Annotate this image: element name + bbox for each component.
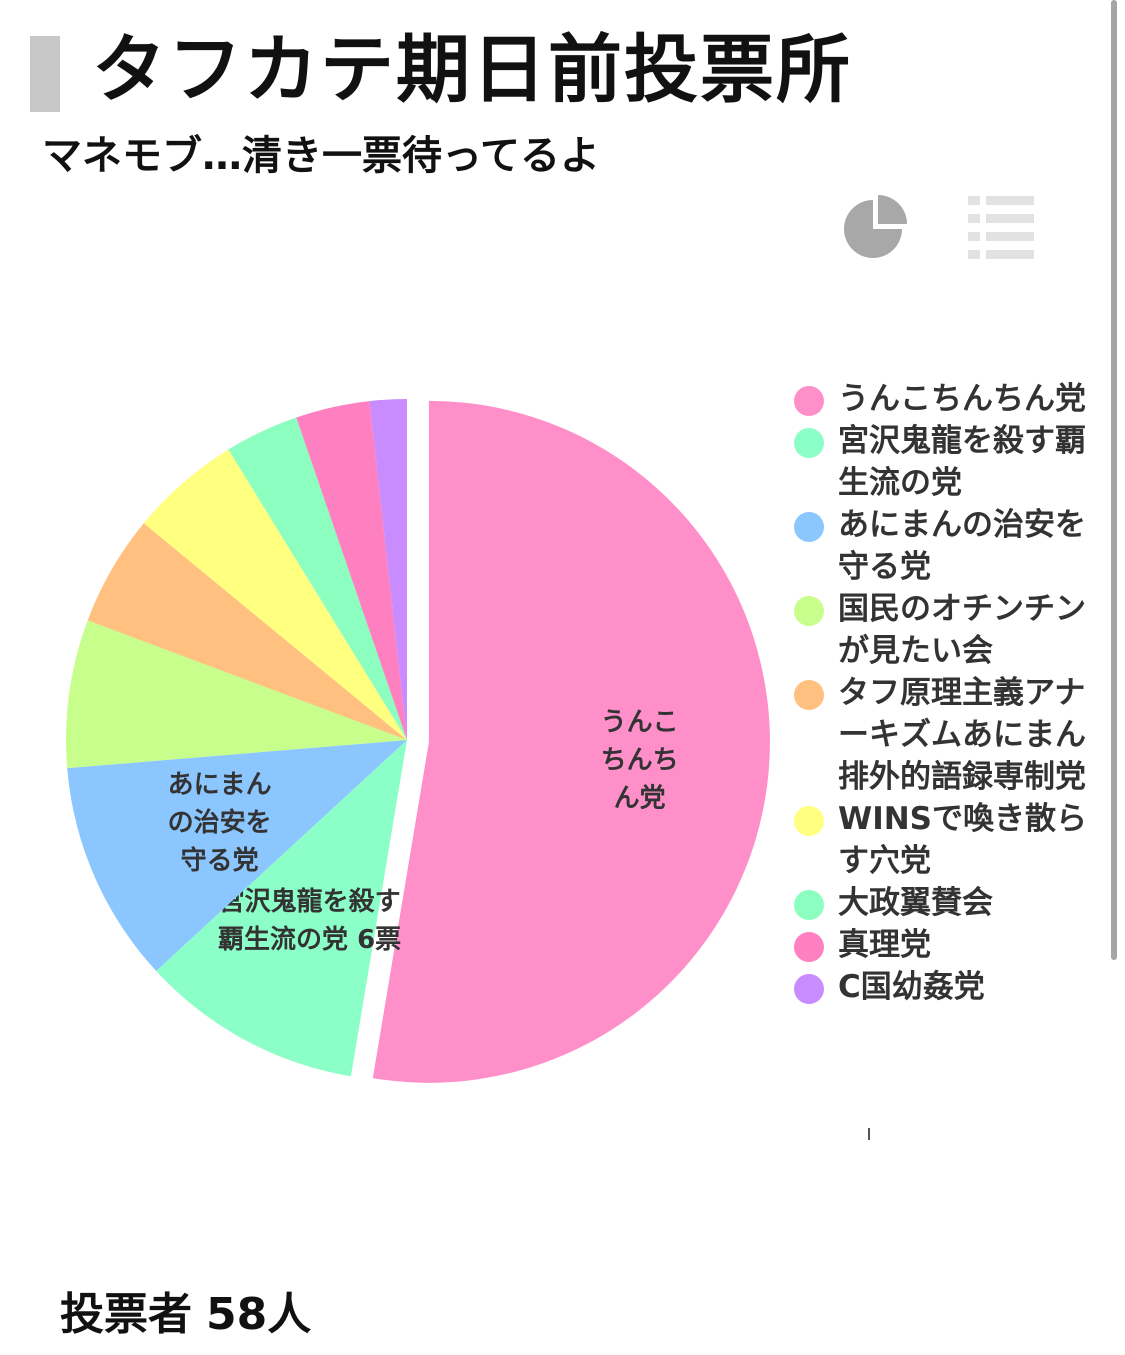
slice-label: 宮沢鬼龍を殺す覇生流の党 6票 bbox=[218, 886, 401, 955]
legend-label: C国幼姦党 bbox=[838, 969, 985, 1005]
legend-swatch bbox=[794, 596, 824, 626]
legend-label: 大政翼賛会 bbox=[838, 885, 993, 921]
legend-label: うんこちんちん党 bbox=[838, 381, 1086, 417]
legend-item[interactable]: 大政翼賛会 bbox=[794, 882, 1094, 924]
legend-swatch bbox=[794, 806, 824, 836]
list-icon bbox=[968, 196, 1034, 259]
pie-slice[interactable] bbox=[156, 740, 407, 1077]
chart-legend: うんこちんちん党宮沢鬼龍を殺す覇生流の党 あにまんの治安を守る党 国民のオチンチンが… bbox=[794, 378, 1094, 1008]
pie-chart-icon bbox=[844, 195, 907, 258]
tick-mark bbox=[868, 1128, 870, 1140]
legend-item[interactable]: うんこちんちん党 bbox=[794, 378, 1094, 420]
legend-label: タフ原理主義アナーキズムあにまん排外的語録専制党 bbox=[838, 675, 1086, 795]
title-accent-bar bbox=[30, 36, 60, 112]
legend-item[interactable]: タフ原理主義アナーキズムあにまん排外的語録専制党 bbox=[794, 672, 1094, 798]
pie-slice[interactable] bbox=[87, 523, 408, 740]
legend-item[interactable]: WINSで喚き散らす穴党 bbox=[794, 798, 1094, 882]
pie-slice[interactable] bbox=[143, 449, 407, 740]
legend-label: 真理党 bbox=[838, 927, 931, 963]
legend-label: 宮沢鬼龍を殺す覇生流の党 bbox=[838, 423, 1086, 501]
voter-count-value: 58人 bbox=[206, 1289, 312, 1340]
voter-count: 投票者 58人 bbox=[60, 1286, 311, 1343]
slice-label: うんこちんちん党 bbox=[601, 707, 679, 813]
legend-item[interactable]: C国幼姦党 bbox=[794, 966, 1094, 1008]
pie-slice[interactable] bbox=[372, 400, 770, 1083]
slice-label: あにまんの治安を守る党 bbox=[168, 770, 272, 876]
voter-count-label: 投票者 bbox=[60, 1289, 192, 1340]
legend-swatch bbox=[794, 932, 824, 962]
legend-swatch bbox=[794, 974, 824, 1004]
scrollbar[interactable] bbox=[1111, 0, 1117, 960]
legend-label: あにまんの治安を守る党 bbox=[838, 507, 1086, 585]
legend-swatch bbox=[794, 512, 824, 542]
pie-slice[interactable] bbox=[66, 620, 408, 769]
page-title: タフカテ期日前投票所 bbox=[92, 27, 852, 113]
pie-slice[interactable] bbox=[296, 401, 407, 740]
legend-swatch bbox=[794, 428, 824, 458]
legend-swatch bbox=[794, 386, 824, 416]
legend-label: 国民のオチンチンが見たい会 bbox=[838, 591, 1086, 669]
legend-swatch bbox=[794, 680, 824, 710]
legend-item[interactable]: 真理党 bbox=[794, 924, 1094, 966]
page-subtitle: マネモブ…清き一票待ってるよ bbox=[42, 133, 600, 179]
legend-item[interactable]: 国民のオチンチンが見たい会 bbox=[794, 588, 1094, 672]
legend-item[interactable]: 宮沢鬼龍を殺す覇生流の党 bbox=[794, 420, 1094, 504]
legend-label: WINSで喚き散らす穴党 bbox=[838, 801, 1087, 879]
list-view-button[interactable] bbox=[966, 192, 1036, 262]
legend-swatch bbox=[794, 890, 824, 920]
pie-slice[interactable] bbox=[228, 417, 407, 740]
pie-view-button[interactable] bbox=[840, 192, 910, 262]
pie-slice[interactable] bbox=[369, 399, 407, 740]
legend-item[interactable]: あにまんの治安を守る党 bbox=[794, 504, 1094, 588]
pie-slice[interactable] bbox=[67, 740, 408, 971]
